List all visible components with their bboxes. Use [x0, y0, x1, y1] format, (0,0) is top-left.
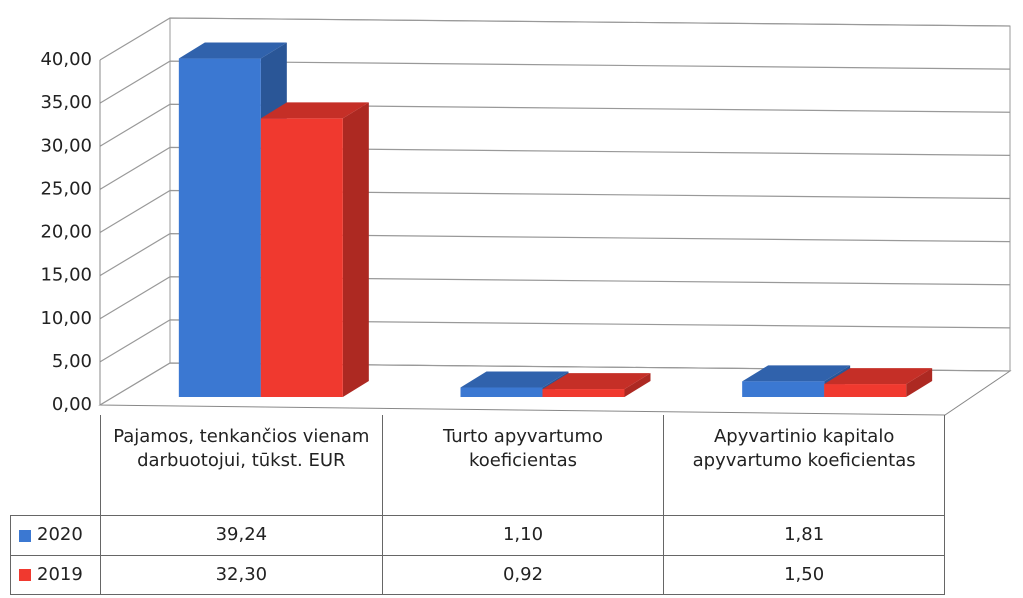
grid-line — [99, 319, 1011, 363]
legend-swatch — [19, 529, 31, 542]
y-tick-label: 5,00 — [52, 351, 92, 372]
grid-line — [99, 103, 1011, 147]
grid-line — [99, 146, 1011, 190]
grid-line — [99, 189, 1011, 234]
value-cell: 1,81 — [663, 515, 945, 555]
bar-front — [178, 58, 261, 398]
bar-side — [342, 102, 369, 397]
bar — [542, 373, 651, 397]
grid-line — [99, 276, 1011, 320]
value-cell: 1,50 — [663, 555, 945, 595]
grid-line — [99, 17, 1011, 61]
legend-label: 2020 — [37, 524, 83, 546]
value-cell: 1,10 — [381, 515, 664, 555]
grid-line — [99, 362, 1011, 406]
bar-front — [742, 381, 825, 397]
bar-top — [260, 102, 369, 119]
value-cell: 0,92 — [381, 555, 664, 595]
bar-front — [542, 389, 625, 397]
legend-swatch — [19, 569, 31, 581]
bar-top — [542, 373, 651, 390]
value-cell: 32,30 — [100, 555, 382, 595]
y-tick-label: 35,00 — [40, 92, 92, 113]
category-cell: Turto apyvartumo koeficientas — [381, 415, 664, 515]
bar-top — [460, 371, 569, 388]
bar-top — [178, 42, 287, 59]
legend-label: 2019 — [37, 563, 83, 585]
bar-front — [460, 387, 543, 397]
y-tick-label: 20,00 — [40, 222, 92, 243]
y-tick-label: 10,00 — [40, 308, 92, 329]
bar-side — [624, 373, 651, 397]
value-cell: 39,24 — [100, 515, 382, 555]
y-tick-label: 15,00 — [40, 265, 92, 286]
grid-line — [99, 233, 1011, 277]
y-tick-label: 0,00 — [52, 394, 92, 415]
bar — [824, 368, 933, 397]
bar — [260, 102, 369, 397]
category-cell: Apyvartinio kapitalo apyvartumo koeficie… — [663, 415, 945, 515]
bar-top — [742, 365, 851, 382]
legend-cell: 2019 — [10, 555, 100, 595]
y-tick-label: 30,00 — [40, 135, 92, 156]
y-tick-label: 40,00 — [40, 49, 92, 70]
legend-cell: 2020 — [10, 515, 100, 555]
category-cell: Pajamos, tenkančios vienam darbuotojui, … — [100, 415, 382, 515]
bar-front — [260, 118, 343, 397]
y-tick-label: 25,00 — [40, 178, 92, 199]
bar-top — [824, 368, 933, 385]
grid-line — [99, 60, 1011, 104]
bar-side — [906, 368, 933, 397]
bar-front — [824, 384, 907, 397]
